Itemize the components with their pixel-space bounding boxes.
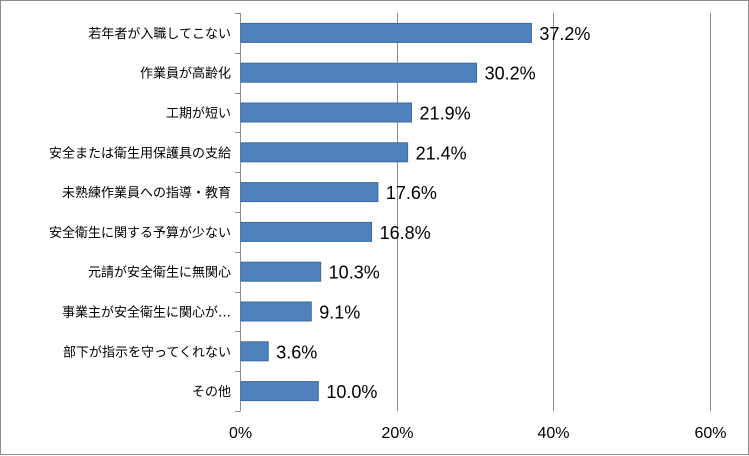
x-tick-label: 40% xyxy=(537,425,569,442)
category-labels: 若年者が入職してこない作業員が高齢化工期が短い安全または衛生用保護具の支給未熟練… xyxy=(49,26,231,400)
category-label: 工期が短い xyxy=(166,107,231,122)
bar xyxy=(240,142,409,163)
bar xyxy=(240,301,312,322)
category-label: 事業主が安全衛生に関心が… xyxy=(62,305,231,321)
bar xyxy=(240,221,373,242)
category-label: 元請が安全衛生に無関心 xyxy=(88,265,231,281)
x-tick-label: 0% xyxy=(229,425,252,442)
x-tick-label: 20% xyxy=(381,425,413,442)
x-tick-label: 60% xyxy=(694,425,726,442)
value-label: 9.1% xyxy=(319,303,360,323)
value-label: 10.0% xyxy=(326,382,377,402)
category-label: 作業員が高齢化 xyxy=(140,66,231,82)
category-label: 安全衛生に関する予算が少ない xyxy=(49,225,231,241)
category-label: 部下が指示を守ってくれない xyxy=(63,345,231,360)
category-label: 安全または衛生用保護具の支給 xyxy=(49,145,231,161)
bar xyxy=(240,341,269,362)
value-label: 37.2% xyxy=(539,24,590,44)
category-label: 未熟練作業員への指導・教育 xyxy=(62,185,231,201)
value-labels: 37.2%30.2% 21.9% 21.4% 17.6% 16.8%10.3% 9.1%3… xyxy=(276,24,590,402)
bar xyxy=(240,182,379,203)
bars xyxy=(240,22,532,402)
x-tick-labels: 0% 20% 40% 60% xyxy=(229,425,727,442)
value-label: 10.3% xyxy=(329,263,380,283)
category-label: その他 xyxy=(192,385,231,400)
value-label: 30.2% xyxy=(485,64,536,84)
bar xyxy=(240,22,532,43)
category-label: 若年者が入職してこない xyxy=(88,26,231,42)
bar xyxy=(240,102,413,123)
value-label: 16.8% xyxy=(380,223,431,243)
value-label: 21.9% xyxy=(420,104,471,124)
value-label: 21.4% xyxy=(416,143,467,163)
bar xyxy=(240,261,322,282)
bar xyxy=(240,62,478,83)
value-label: 3.6% xyxy=(276,342,317,362)
value-label: 17.6% xyxy=(386,183,437,203)
bar xyxy=(240,381,319,402)
